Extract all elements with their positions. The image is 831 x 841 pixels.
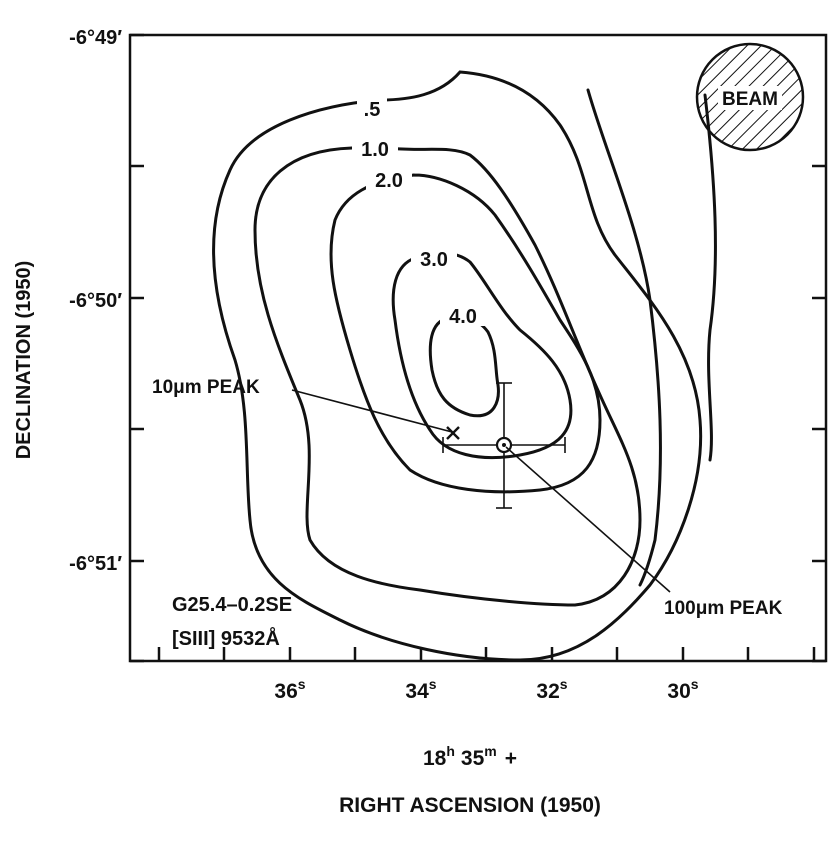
contour-label: 1.0 (361, 139, 389, 161)
contour-label: 4.0 (449, 306, 477, 328)
contour-label: 3.0 (420, 249, 448, 271)
contour-2-0 (329, 173, 602, 494)
x-axis-title: RIGHT ASCENSION (1950) (339, 794, 601, 817)
contour-0-5 (212, 70, 703, 662)
label-knockout (357, 97, 387, 119)
beam-label: BEAM (722, 89, 778, 110)
peak-100um-label: 100μm PEAK (664, 598, 783, 619)
line-label: [SIII] 9532Å (172, 626, 280, 650)
peak-10um-label: 10μm PEAK (152, 377, 260, 398)
plot-frame (128, 33, 828, 663)
y-tick-label: -6°50′ (69, 290, 122, 312)
x-tick-label: 36s (274, 676, 305, 703)
label-knockout (411, 247, 457, 269)
label-knockout (440, 304, 486, 326)
label-knockout (366, 168, 412, 190)
peak-10um-marker (446, 426, 460, 440)
beam-symbol: BEAM (695, 42, 805, 152)
label-knockout (352, 137, 398, 159)
y-tick-label: -6°51′ (69, 553, 122, 575)
contour-3-0 (391, 251, 573, 460)
contour-4-0 (428, 315, 500, 418)
contour-1-0-east (586, 88, 662, 587)
contour-1-0-far-east (703, 93, 717, 462)
y-axis-title: DECLINATION (1950) (13, 261, 35, 460)
x-axis-hms: 18h 35m + (423, 743, 517, 770)
x-tick-label: 30s (667, 676, 698, 703)
ticks (130, 33, 826, 663)
leader-line-10um (291, 389, 453, 433)
contour-label: 2.0 (375, 170, 403, 192)
contour-label: .5 (364, 99, 381, 121)
y-tick-label: -6°49′ (69, 27, 122, 49)
source-label: G25.4–0.2SE (172, 594, 292, 616)
contour-1-0 (253, 146, 642, 607)
x-tick-label: 32s (536, 676, 567, 703)
x-tick-label: 34s (405, 676, 436, 703)
leader-line-100um (505, 446, 671, 593)
